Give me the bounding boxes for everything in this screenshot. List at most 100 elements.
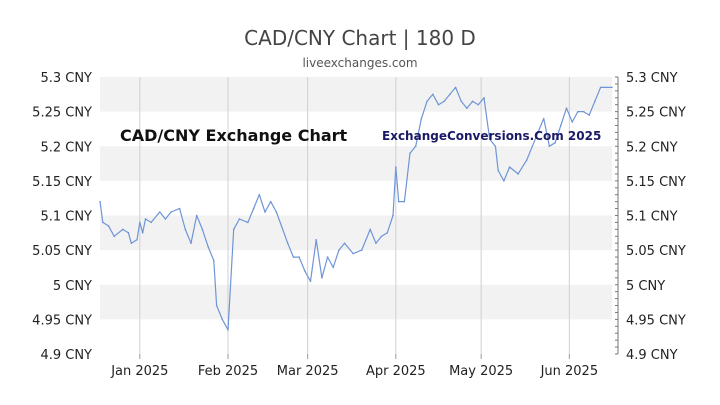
data-point xyxy=(258,193,261,196)
y-tick-label-left: 5.15 CNY xyxy=(32,175,92,190)
y-tick-label-left: 5.1 CNY xyxy=(40,210,92,225)
data-point xyxy=(554,141,556,144)
y-tick-label-right: 4.9 CNY xyxy=(626,348,678,363)
data-point xyxy=(130,242,133,244)
data-point xyxy=(483,96,485,99)
data-point xyxy=(238,218,241,220)
series-line xyxy=(99,86,612,331)
data-point xyxy=(212,259,215,262)
data-point xyxy=(449,93,451,96)
x-tick-label: Jan 2025 xyxy=(110,364,168,379)
data-point xyxy=(221,318,224,321)
y-tick-label-left: 5 CNY xyxy=(53,279,92,294)
data-point xyxy=(565,107,568,109)
data-point xyxy=(605,86,608,89)
y-tick-label-right: 5.15 CNY xyxy=(626,175,686,190)
data-point xyxy=(460,100,463,103)
data-point xyxy=(107,225,110,227)
data-point xyxy=(136,238,138,241)
data-point xyxy=(571,121,573,123)
data-point xyxy=(252,207,255,210)
data-point xyxy=(304,270,306,272)
data-point xyxy=(409,152,411,154)
data-point xyxy=(338,249,340,251)
data-point xyxy=(164,218,167,220)
data-point xyxy=(269,200,272,203)
data-point xyxy=(386,232,389,234)
data-point xyxy=(537,131,539,134)
y-tick-label-left: 4.95 CNY xyxy=(32,313,92,328)
data-point xyxy=(201,228,204,231)
data-point xyxy=(315,238,317,241)
data-point xyxy=(369,228,372,231)
x-tick-label: Feb 2025 xyxy=(198,364,258,379)
data-point xyxy=(525,159,528,161)
y-tick-label-right: 5.05 CNY xyxy=(626,244,686,259)
data-point xyxy=(611,86,613,89)
y-tick-label-left: 5.3 CNY xyxy=(40,71,92,86)
data-point xyxy=(437,103,440,106)
data-point xyxy=(488,138,491,141)
data-point xyxy=(113,235,116,238)
data-point xyxy=(207,245,209,248)
y-tick-label-right: 5.25 CNY xyxy=(626,106,686,121)
data-point xyxy=(403,200,406,203)
data-point xyxy=(577,110,579,113)
series-layer xyxy=(99,86,613,331)
plot-band xyxy=(100,284,612,320)
data-point xyxy=(121,228,124,231)
data-point xyxy=(471,100,474,103)
y-tick-label-left: 5.25 CNY xyxy=(32,106,92,121)
data-point xyxy=(454,86,457,89)
y-tick-label-right: 5.2 CNY xyxy=(626,140,678,155)
data-point xyxy=(227,328,229,331)
data-point xyxy=(170,211,172,213)
plot-bands xyxy=(100,77,612,320)
y-axis-right: 5.3 CNY 5.25 CNY 5.2 CNY 5.15 CNY 5.1 CNY 5.0… xyxy=(615,71,686,363)
data-point xyxy=(352,252,354,255)
data-point xyxy=(232,228,235,231)
data-point xyxy=(321,277,323,279)
data-point xyxy=(158,211,161,213)
data-point xyxy=(560,124,562,127)
chart-title: CAD/CNY Chart | 180 D xyxy=(244,26,476,50)
y-tick-label-right: 5 CNY xyxy=(626,279,665,294)
watermark-right: ExchangeConversions.Com 2025 xyxy=(382,129,601,143)
plot-band xyxy=(100,77,612,112)
plot-band xyxy=(100,146,612,181)
x-tick-label: Apr 2025 xyxy=(366,364,426,379)
data-point xyxy=(599,86,602,89)
data-point xyxy=(508,166,511,168)
chart-subtitle: liveexchanges.com xyxy=(302,56,418,70)
watermark-left: CAD/CNY Exchange Chart xyxy=(120,126,348,145)
data-point xyxy=(542,117,545,120)
data-point xyxy=(343,242,346,244)
data-point xyxy=(432,93,434,96)
data-point xyxy=(517,173,519,175)
data-point xyxy=(414,145,417,148)
data-point xyxy=(99,200,101,203)
data-point xyxy=(582,110,585,113)
vertical-gridlines xyxy=(139,77,570,354)
data-point xyxy=(466,107,468,109)
data-point xyxy=(494,145,497,148)
data-point xyxy=(426,100,428,103)
x-tick-label: May 2025 xyxy=(449,364,513,379)
data-point xyxy=(298,256,300,258)
data-point xyxy=(195,214,198,217)
y-tick-label-right: 5.3 CNY xyxy=(626,71,678,86)
data-point xyxy=(497,169,500,172)
data-point xyxy=(144,218,147,220)
data-point xyxy=(443,100,445,103)
data-point xyxy=(139,221,141,224)
data-point xyxy=(184,228,187,231)
data-point xyxy=(292,256,295,258)
data-point xyxy=(531,145,534,148)
data-point xyxy=(326,256,329,258)
y-tick-label-left: 5.05 CNY xyxy=(32,244,92,259)
data-point xyxy=(548,145,551,148)
x-axis: Jan 2025 Feb 2025 Mar 2025 Apr 2025 May 2025… xyxy=(110,354,598,379)
data-point xyxy=(178,207,181,210)
y-axis-left: 5.3 CNY 5.25 CNY 5.2 CNY 5.15 CNY 5.1 CNY 5.0… xyxy=(32,71,92,363)
data-point xyxy=(247,221,249,224)
